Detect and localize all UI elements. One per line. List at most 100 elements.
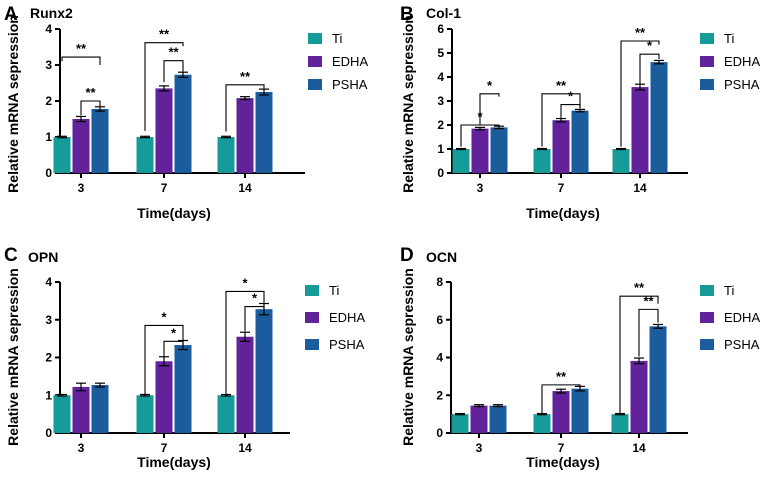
- significance-bracket: [619, 295, 659, 414]
- bar-ti: [53, 395, 71, 433]
- y-tick-label: 1: [45, 130, 52, 144]
- significance-label: *: [171, 325, 177, 340]
- bar-psha: [91, 385, 109, 433]
- x-axis-title: Time(days): [526, 205, 600, 221]
- bar-edha: [552, 391, 570, 433]
- panel-a: A Runx2 0 1 2 3 4 3 7 14 Time(days) Relative mRNA s…: [4, 4, 368, 221]
- y-tick-label: 3: [437, 94, 444, 108]
- y-axis-title: Relative mRNA sepression: [5, 268, 21, 446]
- y-tick-label: 6: [437, 22, 444, 36]
- x-tick-label: 3: [78, 441, 85, 455]
- legend-swatch-edha: [700, 312, 714, 323]
- bar-edha: [72, 386, 90, 433]
- bar-edha: [236, 336, 254, 433]
- panel-letter: A: [4, 4, 18, 25]
- bar-ti: [451, 414, 469, 433]
- significance-label: *: [568, 89, 574, 104]
- x-axis-title: Time(days): [526, 454, 600, 470]
- significance-label: **: [556, 369, 567, 384]
- bar-edha: [72, 119, 90, 173]
- significance-label: **: [635, 25, 646, 40]
- bar-edha: [155, 88, 173, 173]
- panel-letter: D: [400, 245, 414, 266]
- significance-bracket: [144, 42, 184, 131]
- bar-ti: [611, 414, 629, 433]
- x-tick-label: 3: [477, 181, 484, 195]
- panel-title: Runx2: [30, 5, 73, 21]
- y-tick-label: 0: [45, 426, 52, 440]
- y-tick-label: 4: [45, 275, 52, 289]
- significance-label: **: [240, 69, 251, 84]
- significance-label: *: [252, 291, 258, 306]
- legend-swatch-ti: [700, 285, 714, 296]
- significance-label: **: [556, 78, 567, 93]
- y-tick-label: 4: [436, 351, 443, 365]
- bar-ti: [53, 137, 71, 173]
- y-tick-label: 0: [437, 166, 444, 180]
- legend-swatch-ti: [308, 33, 322, 44]
- legend-swatch-ti: [700, 33, 714, 44]
- legend-label: Ti: [724, 31, 734, 46]
- legend-label: Ti: [332, 31, 342, 46]
- panel-c: C OPN 0 1 2 3 4 3 7 14 Time(days) Relative mRNA sep…: [4, 245, 365, 470]
- bar-edha: [630, 360, 648, 433]
- legend-swatch-edha: [700, 56, 714, 67]
- bar-ti: [533, 149, 551, 173]
- significance-label: *: [161, 309, 167, 324]
- x-tick-label: 14: [633, 181, 647, 195]
- x-tick-label: 3: [476, 441, 483, 455]
- legend-swatch-edha: [305, 312, 319, 323]
- panel-title: OCN: [426, 249, 457, 265]
- y-tick-label: 3: [45, 58, 52, 72]
- x-tick-label: 7: [161, 181, 168, 195]
- significance-label: **: [85, 85, 96, 100]
- bar-ti: [533, 414, 551, 433]
- bar-psha: [174, 74, 192, 173]
- bar-psha: [255, 92, 273, 173]
- significance-bracket: [638, 308, 659, 357]
- significance-bracket: [244, 305, 265, 332]
- y-tick-label: 1: [437, 142, 444, 156]
- y-tick-label: 1: [45, 388, 52, 402]
- bar-ti: [136, 395, 154, 433]
- significance-bracket: [541, 93, 581, 147]
- bar-edha: [552, 120, 570, 173]
- legend-label: EDHA: [724, 54, 760, 69]
- significance-bracket: [541, 384, 581, 414]
- x-tick-label: 7: [161, 441, 168, 455]
- legend-swatch-psha: [305, 339, 319, 350]
- significance-bracket: [163, 60, 184, 83]
- x-tick-label: 14: [632, 441, 646, 455]
- significance-label: *: [487, 78, 493, 93]
- x-tick-label: 7: [558, 181, 565, 195]
- significance-bracket: [163, 340, 184, 358]
- significance-label: **: [643, 293, 654, 308]
- significance-bracket: [479, 93, 500, 125]
- y-tick-label: 4: [437, 70, 444, 84]
- significance-bracket: [144, 324, 184, 396]
- y-tick-label: 2: [45, 94, 52, 108]
- panel-d: D OCN 0 2 4 6 8 3 7 14 Time(days) Relative mRNA sep…: [400, 245, 760, 470]
- significance-bracket: [620, 40, 660, 147]
- bar-edha: [236, 98, 254, 173]
- bar-psha: [571, 388, 589, 433]
- legend-swatch-edha: [308, 56, 322, 67]
- bar-psha: [490, 127, 508, 173]
- bar-edha: [155, 361, 173, 433]
- legend-swatch-psha: [308, 79, 322, 90]
- y-tick-label: 3: [45, 313, 52, 327]
- x-tick-label: 14: [238, 441, 252, 455]
- legend-label: Ti: [724, 283, 734, 298]
- legend-swatch-psha: [700, 79, 714, 90]
- bar-edha: [471, 128, 489, 173]
- y-tick-label: 5: [437, 46, 444, 60]
- bar-psha: [650, 62, 668, 174]
- bar-psha: [649, 326, 667, 433]
- bar-ti: [217, 137, 235, 173]
- significance-bracket: [639, 53, 660, 85]
- y-axis-title: Relative mRNA sepression: [400, 268, 416, 446]
- significance-bracket: [225, 290, 265, 396]
- panel-b: B Col-1 0 1 2 3 4 5 6 3 7 14 Time(days) Relative mRNA…: [400, 4, 760, 221]
- bar-psha: [174, 345, 192, 433]
